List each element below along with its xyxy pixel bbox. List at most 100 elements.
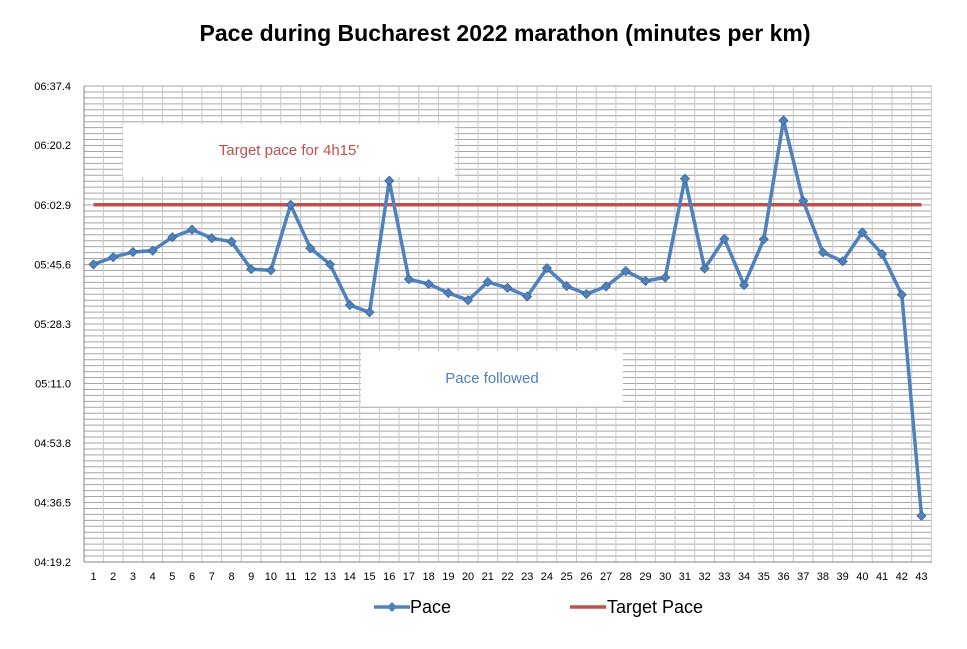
x-tick-label: 26 <box>580 571 592 583</box>
pace-marker <box>127 246 138 258</box>
pace-marker <box>443 287 454 299</box>
y-tick-label: 04:19.2 <box>34 557 71 569</box>
x-tick-label: 16 <box>383 571 395 583</box>
x-tick-label: 1 <box>90 571 96 583</box>
x-tick-label: 22 <box>501 571 513 583</box>
pace-marker <box>798 195 809 207</box>
pace-marker <box>265 265 276 276</box>
x-tick-label: 9 <box>248 571 254 583</box>
pace-marker <box>344 299 355 311</box>
x-tick-label: 15 <box>363 571 375 583</box>
y-tick-label: 04:53.8 <box>34 438 71 450</box>
pace-marker <box>403 274 414 285</box>
annotation-box-pace <box>361 351 623 406</box>
x-tick-label: 27 <box>600 571 612 583</box>
chart-annotations: Target pace for 4h15' Pace followed <box>123 124 623 406</box>
pace-marker <box>561 281 572 292</box>
y-tick-label: 04:36.5 <box>34 497 71 509</box>
annotation-target-pace: Target pace for 4h15' <box>219 142 360 159</box>
pace-marker <box>837 256 848 267</box>
pace-marker <box>226 236 237 247</box>
x-tick-label: 7 <box>209 571 215 583</box>
y-axis-ticks: 04:19.2 04:36.5 04:53.8 05:11.0 05:28.3 05:45… <box>34 81 71 569</box>
x-tick-label: 6 <box>189 571 195 583</box>
pace-marker <box>482 276 493 288</box>
legend-label-pace: Pace <box>410 597 451 617</box>
pace-marker <box>423 278 434 290</box>
pace-marker <box>916 510 927 521</box>
pace-marker <box>620 265 631 277</box>
chart-axes <box>83 86 932 563</box>
x-tick-label: 39 <box>837 571 849 583</box>
y-tick-label: 05:11.0 <box>35 379 71 391</box>
x-tick-label: 41 <box>876 571 888 583</box>
x-tick-label: 38 <box>817 571 829 583</box>
pace-marker <box>108 252 119 263</box>
x-tick-label: 23 <box>521 571 533 583</box>
x-tick-label: 11 <box>285 571 296 583</box>
x-tick-label: 21 <box>482 571 494 583</box>
chart-legend: Pace Target Pace <box>374 597 703 617</box>
x-tick-label: 24 <box>541 571 553 583</box>
x-tick-label: 17 <box>403 571 415 583</box>
pace-marker <box>147 245 158 256</box>
legend-marker-pace <box>387 602 397 612</box>
x-tick-label: 37 <box>797 571 809 583</box>
pace-marker <box>246 264 257 275</box>
pace-marker <box>167 232 178 243</box>
y-tick-label: 06:02.9 <box>34 200 71 212</box>
x-tick-label: 29 <box>639 571 651 583</box>
pace-marker <box>640 275 651 287</box>
legend-label-target-pace: Target Pace <box>607 597 703 617</box>
pace-marker <box>896 289 907 300</box>
x-tick-label: 35 <box>758 571 770 583</box>
x-tick-label: 30 <box>659 571 671 583</box>
pace-marker <box>522 291 533 302</box>
y-tick-label: 06:37.4 <box>34 81 71 93</box>
pace-marker <box>463 295 474 306</box>
annotation-box-target <box>123 124 455 177</box>
x-tick-label: 33 <box>718 571 730 583</box>
x-axis-ticks: 1 2 3 4 5 6 7 8 9 10 11 12 13 14 15 16 17 18 19 20 21 22 23 24 2… <box>90 571 927 583</box>
pace-marker <box>601 281 612 292</box>
x-tick-label: 19 <box>442 571 454 583</box>
pace-marker <box>187 224 198 235</box>
pace-marker <box>719 233 730 244</box>
x-tick-label: 32 <box>699 571 711 583</box>
pace-marker <box>325 259 336 270</box>
x-tick-label: 14 <box>344 571 356 583</box>
pace-marker <box>541 263 552 274</box>
pace-marker <box>877 249 888 260</box>
x-tick-label: 10 <box>265 571 277 583</box>
pace-marker <box>305 243 316 254</box>
y-tick-label: 05:28.3 <box>34 319 71 331</box>
pace-marker <box>502 282 513 293</box>
pace-marker <box>758 234 769 245</box>
x-tick-label: 12 <box>304 571 316 583</box>
pace-marker <box>206 233 217 244</box>
pace-marker <box>679 173 690 184</box>
x-tick-label: 18 <box>423 571 435 583</box>
x-tick-label: 5 <box>169 571 175 583</box>
chart-series <box>88 115 927 521</box>
x-tick-label: 8 <box>228 571 234 583</box>
x-tick-label: 31 <box>679 571 691 583</box>
pace-marker <box>699 263 710 274</box>
pace-marker <box>581 288 592 300</box>
pace-marker <box>88 259 99 270</box>
pace-marker <box>285 199 296 210</box>
pace-marker <box>817 247 828 258</box>
y-tick-label: 05:45.6 <box>34 259 71 271</box>
chart-title: Pace during Bucharest 2022 marathon (min… <box>200 20 811 46</box>
pace-marker <box>660 272 671 283</box>
y-tick-label: 06:20.2 <box>34 140 71 152</box>
pace-marker <box>739 280 750 291</box>
x-tick-label: 3 <box>130 571 136 583</box>
x-tick-label: 36 <box>777 571 789 583</box>
x-tick-label: 13 <box>324 571 336 583</box>
x-tick-label: 40 <box>856 571 868 583</box>
pace-marker <box>364 307 375 318</box>
pace-marker <box>384 175 395 186</box>
pace-marker <box>778 115 789 126</box>
